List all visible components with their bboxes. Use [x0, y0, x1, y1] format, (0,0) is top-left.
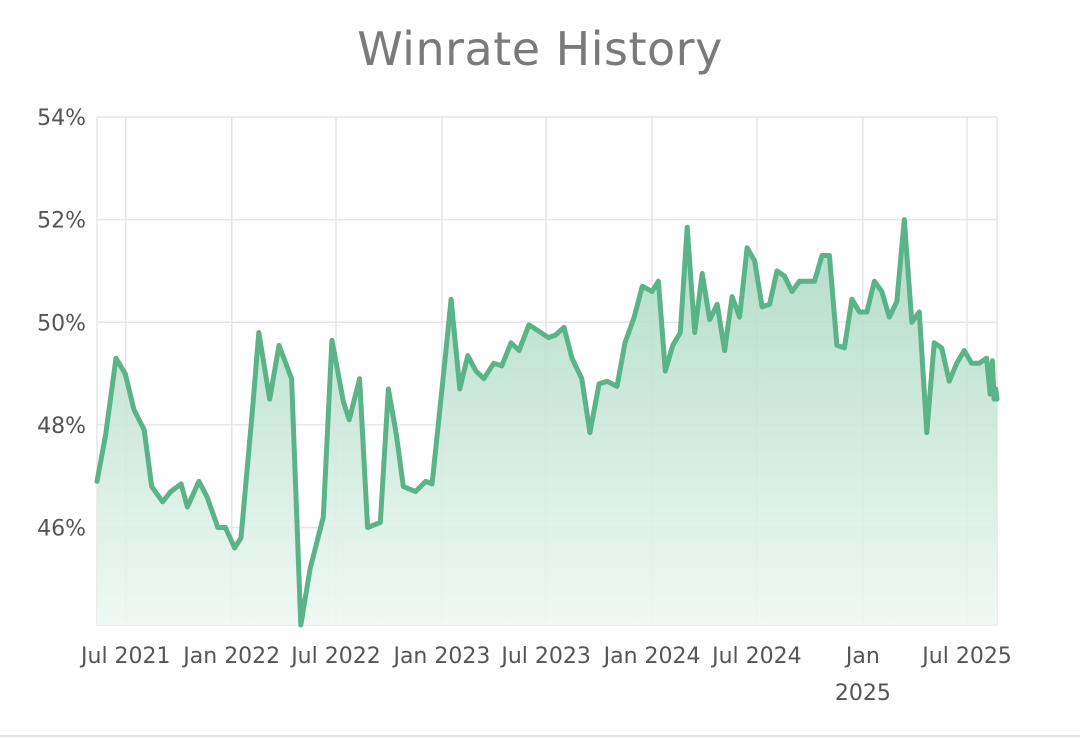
x-tick-label: Jul 2025: [920, 644, 1012, 669]
x-tick-label: Jan 2023: [391, 644, 490, 669]
y-tick-label: 54%: [37, 106, 86, 131]
y-axis: 54% 52% 50% 48% 46%: [37, 106, 86, 542]
line-layer: [94, 217, 1000, 628]
x-tick-label: Jul 2023: [499, 644, 591, 669]
chart-title: Winrate History: [357, 22, 723, 76]
bottom-divider: [0, 735, 1080, 737]
x-axis: Jul 2021 Jan 2022 Jul 2022 Jan 2023 Jul 2023…: [79, 644, 1012, 706]
x-tick-label: Jul 2021: [79, 644, 171, 669]
y-tick-label: 48%: [37, 414, 86, 439]
x-tick-label: Jan 2025: [835, 644, 891, 706]
x-tick-label: Jul 2022: [289, 644, 381, 669]
y-tick-label: 50%: [37, 311, 86, 336]
y-tick-label: 46%: [37, 517, 86, 542]
y-tick-label: 52%: [37, 209, 86, 234]
x-tick-label: Jul 2024: [710, 644, 802, 669]
x-tick-label: Jan 2024: [602, 644, 701, 669]
winrate-line: [94, 217, 1000, 628]
x-tick-label: Jan 2022: [181, 644, 280, 669]
